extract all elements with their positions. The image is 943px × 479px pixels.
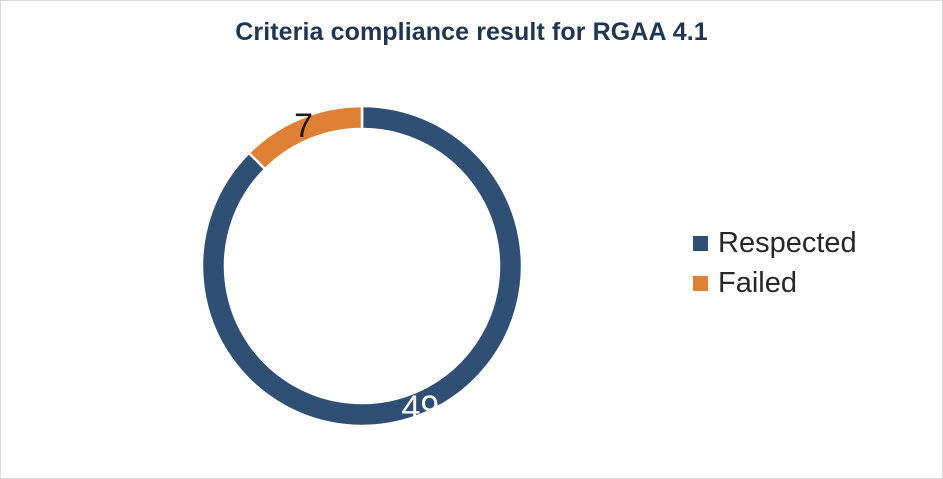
- donut-slice-respected: [200, 104, 524, 428]
- legend-label-failed: Failed: [718, 266, 797, 299]
- chart-title: Criteria compliance result for RGAA 4.1: [235, 18, 708, 46]
- donut-slice-failed: [247, 104, 364, 171]
- legend-swatch-respected: [693, 235, 708, 251]
- legend-swatch-failed: [693, 275, 708, 291]
- data-label-respected: 49: [401, 389, 439, 427]
- data-label-failed: 7: [294, 107, 313, 145]
- legend-item-respected: Respected: [693, 223, 857, 263]
- chart-legend: Respected Failed: [693, 223, 857, 303]
- legend-item-failed: Failed: [693, 263, 857, 303]
- legend-label-respected: Respected: [718, 226, 857, 259]
